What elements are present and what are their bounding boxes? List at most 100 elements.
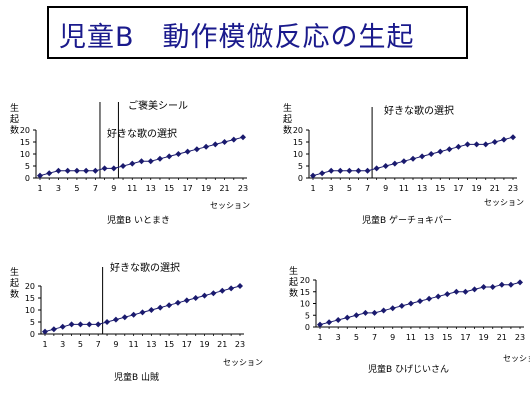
x-tick-label: 1 [37, 184, 42, 193]
x-tick-label: 1 [317, 333, 322, 342]
data-point [473, 141, 480, 148]
x-tick-label: 7 [96, 340, 101, 349]
x-tick-label: 23 [508, 184, 518, 193]
x-tick-label: 1 [42, 340, 47, 349]
data-point [498, 281, 505, 288]
x-tick-label: 3 [56, 184, 61, 193]
annotation-label: 好きな歌の選択 [110, 261, 180, 274]
x-tick-label: 9 [111, 184, 116, 193]
x-tick-label: 15 [435, 184, 445, 193]
y-axis-label: 生起数 [10, 102, 19, 136]
y-tick-label: 20 [25, 282, 35, 291]
x-tick-label: 5 [347, 184, 352, 193]
caption-itomaki: 児童B いとまき [107, 216, 171, 226]
data-point [417, 298, 423, 305]
y-tick-label: 0 [298, 174, 303, 183]
data-point [517, 279, 523, 286]
data-point [184, 148, 191, 155]
x-tick-label: 3 [329, 184, 334, 193]
y-tick-label: 20 [300, 276, 310, 285]
y-tick-label: 5 [298, 162, 303, 171]
data-point [335, 316, 342, 323]
data-point [175, 151, 182, 157]
series-line [39, 136, 244, 177]
x-tick-label: 11 [127, 184, 137, 193]
x-tick-label: 3 [60, 340, 65, 349]
data-point [192, 295, 199, 301]
data-point [55, 167, 62, 174]
data-point [110, 165, 117, 172]
data-point [219, 287, 226, 294]
data-point [157, 304, 164, 311]
data-point [389, 305, 396, 312]
data-point [426, 295, 433, 302]
y-tick-label: 15 [25, 294, 35, 303]
annotation-label: 好きな歌の選択 [107, 127, 177, 140]
data-point [364, 167, 371, 174]
y-tick-label: 5 [25, 162, 30, 171]
data-point [174, 299, 181, 306]
y-tick-label: 15 [293, 138, 303, 147]
y-tick-label: 15 [300, 288, 310, 297]
y-tick-label: 10 [300, 300, 310, 309]
y-tick-label: 0 [30, 330, 35, 339]
y-axis-label: 生起数 [289, 265, 298, 299]
y-tick-label: 10 [293, 150, 303, 159]
title-box: 児童B 動作模倣反応の生起 [47, 6, 468, 59]
x-tick-label: 1 [310, 184, 315, 193]
data-point [371, 309, 378, 316]
data-point [68, 321, 75, 328]
y-axis-label: 生起数 [283, 102, 292, 136]
data-point [444, 291, 451, 298]
data-point [147, 158, 154, 165]
x-tick-label: 23 [515, 333, 525, 342]
data-point [407, 300, 414, 307]
y-tick-label: 0 [25, 174, 30, 183]
x-tick-label: 13 [146, 184, 156, 193]
data-point [37, 172, 43, 179]
x-tick-label: 9 [390, 333, 395, 342]
x-tick-label: 19 [199, 340, 209, 349]
data-point [380, 307, 387, 314]
data-point [464, 141, 471, 148]
data-point [92, 167, 99, 174]
x-tick-label: 9 [383, 184, 388, 193]
data-point [46, 170, 53, 177]
data-point [326, 319, 333, 326]
data-point [319, 170, 326, 177]
x-tick-label: 5 [78, 340, 83, 349]
x-tick-label: 11 [129, 340, 139, 349]
x-tick-label: 11 [406, 333, 416, 342]
data-point [228, 285, 235, 292]
data-point [491, 139, 498, 145]
data-point [455, 143, 462, 150]
data-point [101, 165, 108, 172]
data-point [398, 302, 405, 309]
data-point [166, 302, 173, 309]
data-point [346, 167, 353, 174]
x-tick-label: 13 [146, 340, 156, 349]
x-tick-label: 7 [365, 184, 370, 193]
data-point [471, 286, 478, 293]
x-tick-label: 17 [460, 333, 470, 342]
annotation-label: 好きな歌の選択 [384, 104, 454, 117]
x-axis-label: セッション [503, 354, 530, 363]
data-point [237, 283, 243, 289]
caption-guchokipa: 児童B ゲーチョキパー [362, 216, 453, 226]
data-point [86, 321, 93, 328]
x-tick-label: 7 [93, 184, 98, 193]
caption-higejiisan: 児童B ひげじいさん [368, 365, 450, 375]
data-point [73, 167, 80, 174]
y-tick-label: 20 [293, 126, 303, 135]
data-point [139, 309, 146, 316]
data-point [353, 312, 360, 319]
data-point [166, 153, 173, 160]
data-point [95, 321, 102, 328]
data-point [362, 309, 369, 316]
x-tick-label: 23 [238, 184, 248, 193]
data-point [240, 134, 246, 141]
x-tick-label: 3 [336, 333, 341, 342]
data-point [121, 314, 128, 321]
y-tick-label: 15 [20, 138, 30, 147]
